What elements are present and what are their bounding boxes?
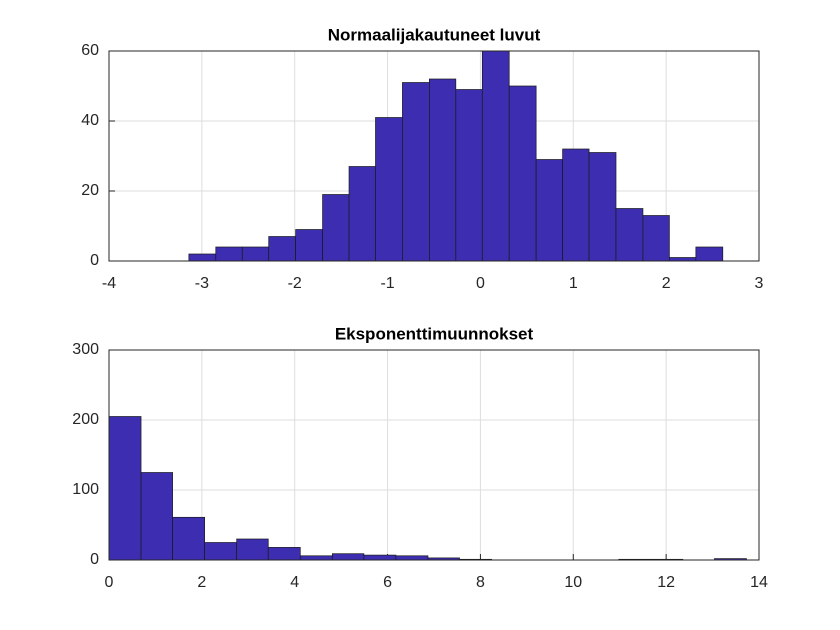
axes-box [108, 349, 760, 561]
axes-box [108, 50, 760, 262]
histogram-bar [108, 416, 142, 561]
histogram-bar [402, 82, 430, 262]
histogram-bar [188, 253, 217, 262]
histogram-bar [363, 554, 397, 561]
x-tick-label: 2 [662, 275, 671, 292]
histogram-bar [695, 246, 724, 262]
x-tick-label: -3 [195, 275, 209, 292]
x-tick-label: 10 [564, 574, 582, 591]
y-tick-label: 300 [72, 341, 99, 358]
histogram-bar [172, 516, 205, 561]
histogram-bar [588, 152, 617, 262]
histogram-bar [215, 246, 243, 262]
chart-title: Normaalijakautuneet luvut [328, 25, 541, 44]
x-tick-label: 1 [569, 275, 578, 292]
histogram-bar [395, 555, 429, 561]
x-tick-label: 0 [105, 574, 114, 591]
histogram-bar [615, 208, 644, 262]
histogram-bar [535, 159, 563, 262]
histogram-bar [348, 166, 376, 262]
histogram-bar [331, 553, 365, 561]
histogram-bar [508, 85, 537, 262]
histogram-bar [669, 257, 697, 262]
histogram-bar [295, 229, 323, 262]
y-tick-label: 0 [90, 252, 99, 269]
x-tick-label: -4 [102, 275, 116, 292]
histogram-bar [140, 472, 173, 561]
histogram-bar [481, 50, 510, 262]
x-tick-label: -2 [288, 275, 302, 292]
y-tick-label: 20 [81, 182, 99, 199]
y-tick-label: 100 [72, 481, 99, 498]
histogram-bar [241, 246, 270, 262]
histogram-bar [455, 89, 483, 262]
x-tick-label: -1 [380, 275, 394, 292]
histogram-bar [299, 555, 333, 561]
y-tick-label: 40 [81, 112, 99, 129]
x-tick-label: 4 [290, 574, 299, 591]
histogram-bar [204, 542, 238, 561]
x-tick-label: 3 [755, 275, 764, 292]
x-tick-label: 2 [197, 574, 206, 591]
plot-area [109, 350, 759, 560]
chart-title: Eksponenttimuunnokset [335, 324, 534, 343]
histogram-bar [429, 78, 457, 262]
histogram-bar [267, 547, 301, 561]
x-tick-label: 0 [476, 275, 485, 292]
y-tick-label: 60 [81, 42, 99, 59]
x-tick-label: 14 [750, 574, 768, 591]
histogram-bar [642, 215, 670, 262]
y-tick-label: 0 [90, 551, 99, 568]
x-tick-label: 6 [383, 574, 392, 591]
y-tick-label: 200 [72, 411, 99, 428]
histogram-bar [236, 538, 269, 561]
x-tick-label: 12 [657, 574, 675, 591]
histogram-bar [375, 117, 403, 262]
x-tick-label: 8 [476, 574, 485, 591]
histogram-bar [322, 194, 350, 262]
histogram-bar [268, 236, 296, 262]
histogram-bar [562, 148, 590, 262]
